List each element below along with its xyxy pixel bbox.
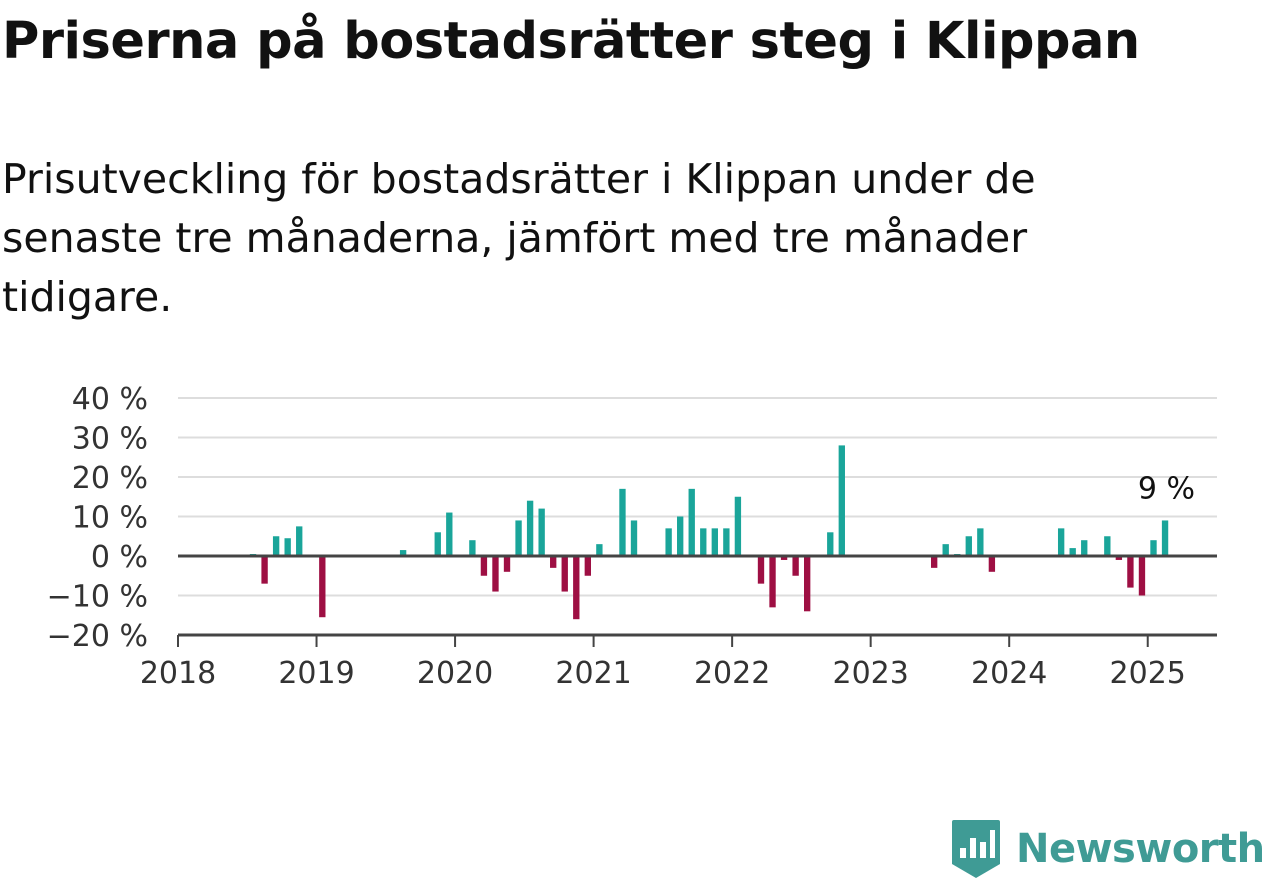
bar	[734, 496, 742, 556]
bar	[526, 500, 534, 556]
bar	[538, 508, 545, 556]
y-tick-label: 10 %	[72, 501, 148, 536]
bar	[503, 556, 511, 572]
bar	[584, 556, 591, 576]
bar	[677, 516, 684, 556]
bar	[296, 526, 303, 557]
bar	[261, 556, 268, 584]
x-tick-label: 2023	[832, 656, 908, 691]
y-tick-label: −10 %	[47, 580, 148, 615]
bar	[319, 556, 326, 618]
bar	[469, 540, 476, 556]
latest-value-label: 9 %	[1138, 471, 1195, 506]
bar	[723, 528, 730, 556]
x-tick-label: 2021	[555, 656, 631, 691]
y-tick-labels: −20 % −10 % 0 % 10 % 20 % 30 % 40 %	[47, 382, 148, 654]
bar	[480, 556, 488, 576]
bar	[665, 528, 672, 556]
newsworthy-logo-icon	[952, 820, 1000, 878]
bar	[1127, 556, 1134, 588]
bar	[619, 488, 626, 556]
x-tick-label: 2018	[140, 656, 216, 691]
annotations: 9 %	[1138, 471, 1195, 506]
bar	[1115, 556, 1123, 560]
y-tick-label: 0 %	[91, 540, 148, 575]
bar	[827, 532, 834, 556]
bar	[757, 556, 765, 584]
bar	[596, 544, 603, 556]
bar	[838, 445, 845, 556]
bar	[1138, 556, 1146, 596]
y-tick-label: 30 %	[72, 422, 148, 457]
bar	[769, 556, 776, 608]
chart-subtitle: Prisutveckling för bostadsrätter i Klipp…	[2, 155, 1036, 321]
bar	[1069, 548, 1076, 556]
bar	[492, 556, 499, 592]
axes	[177, 554, 1217, 647]
grid-lines	[178, 397, 1217, 597]
bar	[780, 556, 788, 560]
bar	[1104, 536, 1111, 556]
bar	[573, 556, 580, 620]
x-tick-label: 2019	[278, 656, 354, 691]
bar	[561, 556, 568, 592]
bar	[804, 556, 811, 612]
bar	[272, 536, 280, 556]
bar	[792, 556, 799, 576]
bar	[630, 520, 638, 556]
bar	[550, 556, 557, 568]
bar	[399, 550, 407, 556]
x-tick-label: 2022	[694, 656, 770, 691]
bar	[977, 528, 984, 556]
y-tick-label: −20 %	[47, 619, 148, 654]
x-tick-label: 2024	[971, 656, 1047, 691]
bar-chart: −20 %−10 %0 %10 %20 %30 %40 % 2018 2019 20…	[47, 382, 1217, 691]
brand-footer: Newsworthy	[950, 818, 1262, 880]
bar	[965, 536, 972, 556]
bar	[688, 488, 695, 556]
bar	[434, 532, 441, 556]
y-tick-label: 40 %	[72, 382, 148, 417]
bar	[284, 538, 291, 556]
bar	[1057, 528, 1065, 556]
x-tick-labels: 2018 2019 2020 2021 2022 2023 2024 2025	[140, 656, 1186, 691]
bar	[700, 528, 707, 556]
bar	[711, 528, 718, 556]
bar	[446, 512, 453, 556]
bar	[988, 556, 996, 572]
bar	[942, 544, 949, 556]
bar	[1081, 540, 1088, 556]
bar	[1150, 540, 1157, 556]
bars	[249, 445, 1169, 620]
bar	[930, 556, 938, 568]
x-tick-label: 2025	[1110, 656, 1186, 691]
bar	[1161, 520, 1169, 556]
y-tick-label: 20 %	[72, 461, 148, 496]
bar	[515, 520, 522, 556]
x-tick-label: 2020	[417, 656, 493, 691]
brand-name: Newsworthy	[1016, 826, 1262, 872]
chart-title: Priserna på bostadsrätter steg i Klippan	[2, 12, 1140, 71]
